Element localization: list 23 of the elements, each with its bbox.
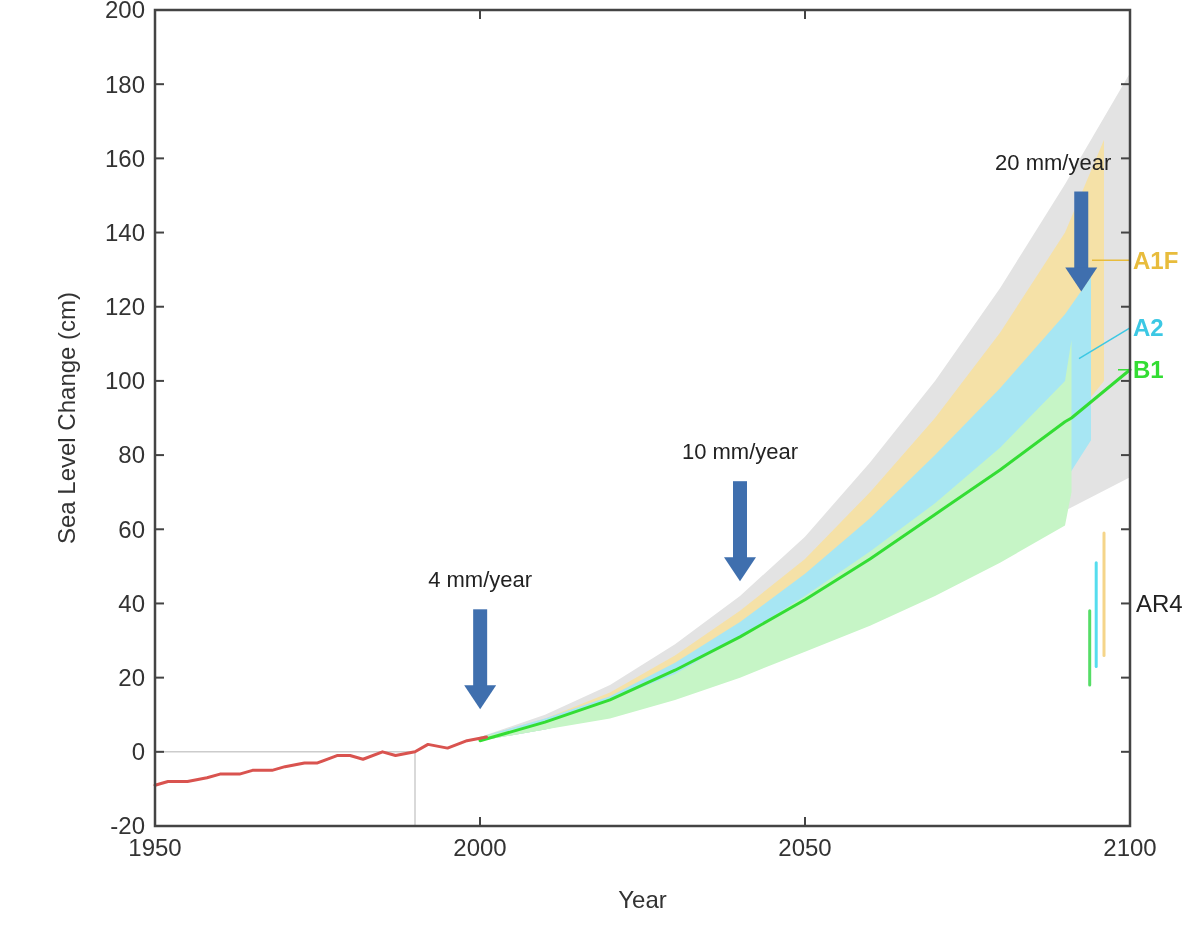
- y-tick-label: 120: [104, 293, 145, 321]
- legend-label: A2: [1133, 314, 1164, 342]
- x-tick-label: 2000: [453, 834, 507, 861]
- annotation: 20 mm/year: [995, 149, 1112, 175]
- x-tick-label: 2100: [1103, 834, 1157, 861]
- x-axis-title: Year: [618, 886, 667, 913]
- y-axis-title: Sea Level Change (cm): [53, 291, 80, 545]
- annotation: AR4: [1136, 589, 1183, 617]
- y-tick-label: 80: [118, 441, 145, 469]
- y-tick-label: 0: [131, 738, 145, 766]
- y-tick-label: 140: [104, 218, 145, 246]
- x-tick-label: 2050: [778, 834, 832, 861]
- legend-label: A1F: [1133, 246, 1179, 274]
- annotation: 4 mm/year: [428, 567, 533, 593]
- y-tick-label: 60: [118, 515, 145, 543]
- y-tick-label: 200: [104, 0, 145, 24]
- y-tick-label: 160: [104, 144, 145, 172]
- y-tick-label: 100: [104, 367, 145, 395]
- y-tick-label: 40: [118, 589, 145, 617]
- annotation: 10 mm/year: [681, 439, 799, 465]
- y-tick-label: 180: [104, 70, 145, 98]
- legend-label: B1: [1133, 356, 1164, 384]
- y-tick-label: 20: [118, 664, 145, 692]
